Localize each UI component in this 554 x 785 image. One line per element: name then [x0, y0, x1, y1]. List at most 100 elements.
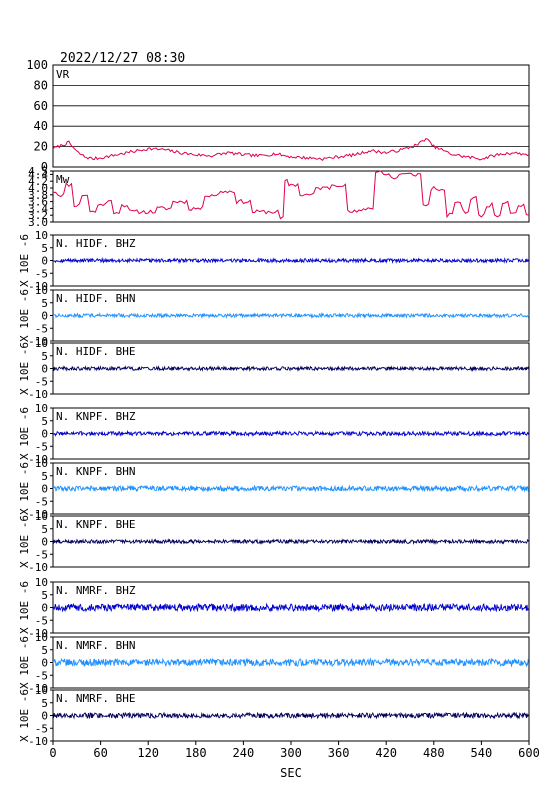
trace-ylabel: X 10E -6	[18, 342, 31, 395]
vr-tick-label: 20	[34, 140, 48, 154]
mw-tick-label: 3.2	[28, 209, 48, 222]
trace-tick-label: 10	[35, 402, 48, 415]
x-tick-label: 120	[137, 746, 159, 760]
vr-panel-label: VR	[56, 68, 70, 81]
trace-tick-label: 10	[35, 229, 48, 242]
trace-tick-label: -5	[35, 495, 48, 508]
mw-panel-frame	[52, 170, 530, 223]
trace-tick-label: 5	[41, 297, 48, 310]
vr-panel-frame	[52, 64, 530, 168]
trace-tick-label: 5	[41, 242, 48, 255]
x-tick-label: 420	[375, 746, 397, 760]
trace-line	[52, 484, 530, 493]
trace-ylabel: X 10E -6	[18, 515, 31, 568]
trace-tick-label: -10	[28, 508, 48, 521]
x-tick-label: 60	[93, 746, 107, 760]
trace-tick-label: 10	[35, 510, 48, 523]
x-tick-label: 540	[471, 746, 493, 760]
trace-tick-label: 5	[41, 350, 48, 363]
x-tick-label: 180	[185, 746, 207, 760]
trace-tick-label: 5	[41, 523, 48, 536]
vr-tick-label: 40	[34, 119, 48, 133]
trace-tick-label: 10	[35, 457, 48, 470]
x-tick-label: 600	[518, 746, 540, 760]
mw-tick-label: 4.2	[28, 175, 48, 188]
trace-ylabel: X 10E -6	[18, 407, 31, 460]
mw-panel: 3.03.23.43.63.84.04.24.44.5Mw	[28, 165, 530, 229]
trace-line	[52, 429, 530, 438]
trace-tick-label: 0	[41, 710, 48, 723]
trace-tick-label: -10	[28, 735, 48, 748]
x-axis-label: SEC	[280, 766, 302, 780]
trace-tick-label: 5	[41, 697, 48, 710]
x-tick-label: 300	[280, 746, 302, 760]
trace-ylabel: X 10E -6	[18, 689, 31, 742]
vr-tick-label: 80	[34, 78, 48, 92]
trace-tick-label: 10	[35, 576, 48, 589]
trace-label: N. HIDF. BHE	[56, 345, 135, 358]
x-tick-label: 480	[423, 746, 445, 760]
vr-panel: 0 20 40 60 80 100 VR	[26, 58, 530, 174]
vr-tick-label: 60	[34, 99, 48, 113]
vr-tick-label: 0	[41, 160, 48, 174]
vr-tick-label: 100	[26, 58, 48, 72]
trace-ylabel: X 10E -6	[18, 636, 31, 689]
trace-line	[52, 711, 530, 720]
trace-tick-label: -5	[35, 548, 48, 561]
trace-tick-label: -10	[28, 335, 48, 348]
x-tick-label: 240	[233, 746, 255, 760]
vr-series-line	[52, 138, 530, 161]
trace-tick-label: 0	[41, 536, 48, 549]
trace-tick-label: 5	[41, 470, 48, 483]
trace-tick-label: 0	[41, 255, 48, 268]
trace-label: N. HIDF. BHZ	[56, 237, 136, 250]
mw-tick-label: 3.8	[28, 189, 48, 202]
trace-tick-label: -10	[28, 280, 48, 293]
trace-tick-label: -5	[35, 669, 48, 682]
mw-series-line	[52, 170, 530, 220]
trace-label: N. KNPF. BHN	[56, 465, 135, 478]
trace-tick-label: -5	[35, 375, 48, 388]
trace-tick-label: -5	[35, 440, 48, 453]
trace-tick-label: -10	[28, 682, 48, 695]
trace-line	[52, 256, 530, 265]
trace-tick-label: 10	[35, 284, 48, 297]
trace-tick-label: -5	[35, 722, 48, 735]
trace-tick-label: 0	[41, 363, 48, 376]
trace-tick-label: 10	[35, 684, 48, 697]
trace-ylabel: X 10E -6	[18, 289, 31, 342]
trace-tick-label: 0	[41, 428, 48, 441]
trace-tick-label: -10	[28, 561, 48, 574]
trace-line	[52, 657, 530, 668]
trace-tick-label: -5	[35, 322, 48, 335]
trace-line	[52, 311, 530, 319]
trace-tick-label: 5	[41, 415, 48, 428]
x-tick-label: 0	[49, 746, 56, 760]
trace-tick-label: -10	[28, 627, 48, 640]
trace-label: N. NMRF. BHN	[56, 639, 135, 652]
mw-tick-label: 3.0	[28, 216, 48, 229]
trace-ylabel: X 10E -6	[18, 462, 31, 515]
trace-label: N. KNPF. BHZ	[56, 410, 136, 423]
trace-tick-label: 0	[41, 657, 48, 670]
trace-ylabel: X 10E -6	[18, 581, 31, 634]
trace-tick-label: -10	[28, 388, 48, 401]
trace-tick-label: -5	[35, 614, 48, 627]
trace-label: N. KNPF. BHE	[56, 518, 135, 531]
trace-tick-label: 10	[35, 337, 48, 350]
trace-line	[52, 538, 530, 546]
trace-line	[52, 602, 530, 613]
mw-tick-label: 3.6	[28, 196, 48, 209]
mw-tick-label: 3.4	[28, 202, 48, 215]
mw-tick-label: 4.0	[28, 182, 48, 195]
